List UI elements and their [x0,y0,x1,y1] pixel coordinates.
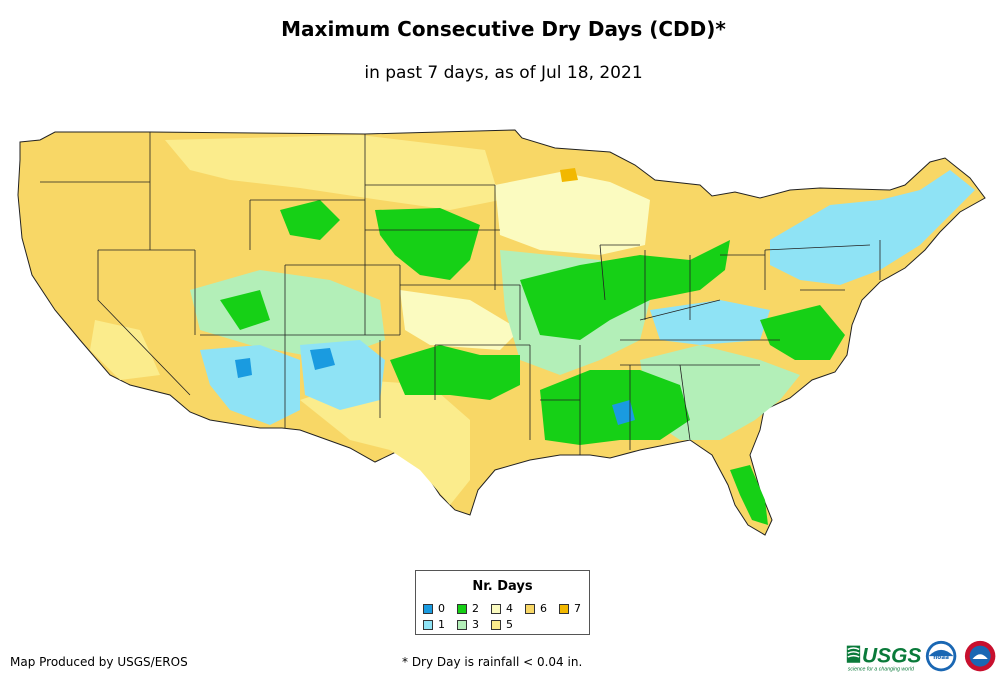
legend-item-5: 5 [491,619,513,631]
legend-swatch-2 [457,604,467,614]
noaa-logo: noaa [925,640,957,672]
legend-label-1: 1 [438,618,445,631]
legend-item-4: 4 [491,603,513,615]
legend: Nr. Days 0 1 2 3 4 5 6 7 [415,570,590,635]
map-title: Maximum Consecutive Dry Days (CDD)* [281,17,726,41]
legend-item-1: 1 [423,619,445,631]
state-borders [40,132,881,455]
legend-swatch-6 [525,604,535,614]
noaa-text: noaa [933,655,949,661]
area-5-days-texas [300,380,470,505]
area-2-days-florida [730,465,768,525]
legend-swatch-4 [491,604,501,614]
legend-label-2: 2 [472,602,479,615]
legend-swatch-3 [457,620,467,630]
legend-label-6: 6 [540,602,547,615]
legend-label-4: 4 [506,602,513,615]
legend-title: Nr. Days [472,579,533,594]
legend-label-7: 7 [574,602,581,615]
legend-swatch-1 [423,620,433,630]
area-2-days-carolinas [760,305,845,360]
area-2-days-missouri-illinois [520,240,730,340]
legend-item-3: 3 [457,619,479,631]
legend-item-0: 0 [423,603,445,615]
area-2-days-south-dakota [375,208,480,280]
usgs-wordmark: USGS [862,645,921,668]
area-5-days-california [90,320,160,380]
area-1-day-ohio-valley [650,300,770,345]
area-2-days-oklahoma-texas [390,345,520,400]
area-1-day-arizona [200,345,300,425]
area-0-days-arizona [235,358,252,378]
usgs-logo: USGS science for a changing world [846,645,921,672]
area-4-days-kansas [400,290,520,350]
area-5-days-north [165,135,500,210]
legend-item-6: 6 [525,603,547,615]
area-0-days-new-mexico [310,348,335,370]
agency-logos: USGS science for a changing world noaa [846,640,996,672]
area-1-day-northeast [770,170,975,285]
area-0-days-mississippi [612,400,635,425]
nws-logo [964,640,996,672]
area-4-days-upper-midwest [495,172,650,255]
map-credit: Map Produced by USGS/EROS [10,655,188,669]
usgs-tagline: science for a changing world [848,666,915,672]
legend-item-7: 7 [559,603,581,615]
us-dry-days-map [17,129,986,536]
area-3-days-southwest [190,270,385,360]
area-2-days-colorado [220,290,270,330]
legend-swatch-5 [491,620,501,630]
map-subtitle: in past 7 days, as of Jul 18, 2021 [364,63,643,83]
legend-swatch-7 [559,604,569,614]
dry-day-footnote: * Dry Day is rainfall < 0.04 in. [402,655,583,669]
area-7-days-pocket [560,168,578,182]
legend-label-3: 3 [472,618,479,631]
area-2-days-montana [280,200,340,240]
legend-label-5: 5 [506,618,513,631]
legend-item-2: 2 [457,603,479,615]
legend-label-0: 0 [438,602,445,615]
legend-swatch-0 [423,604,433,614]
